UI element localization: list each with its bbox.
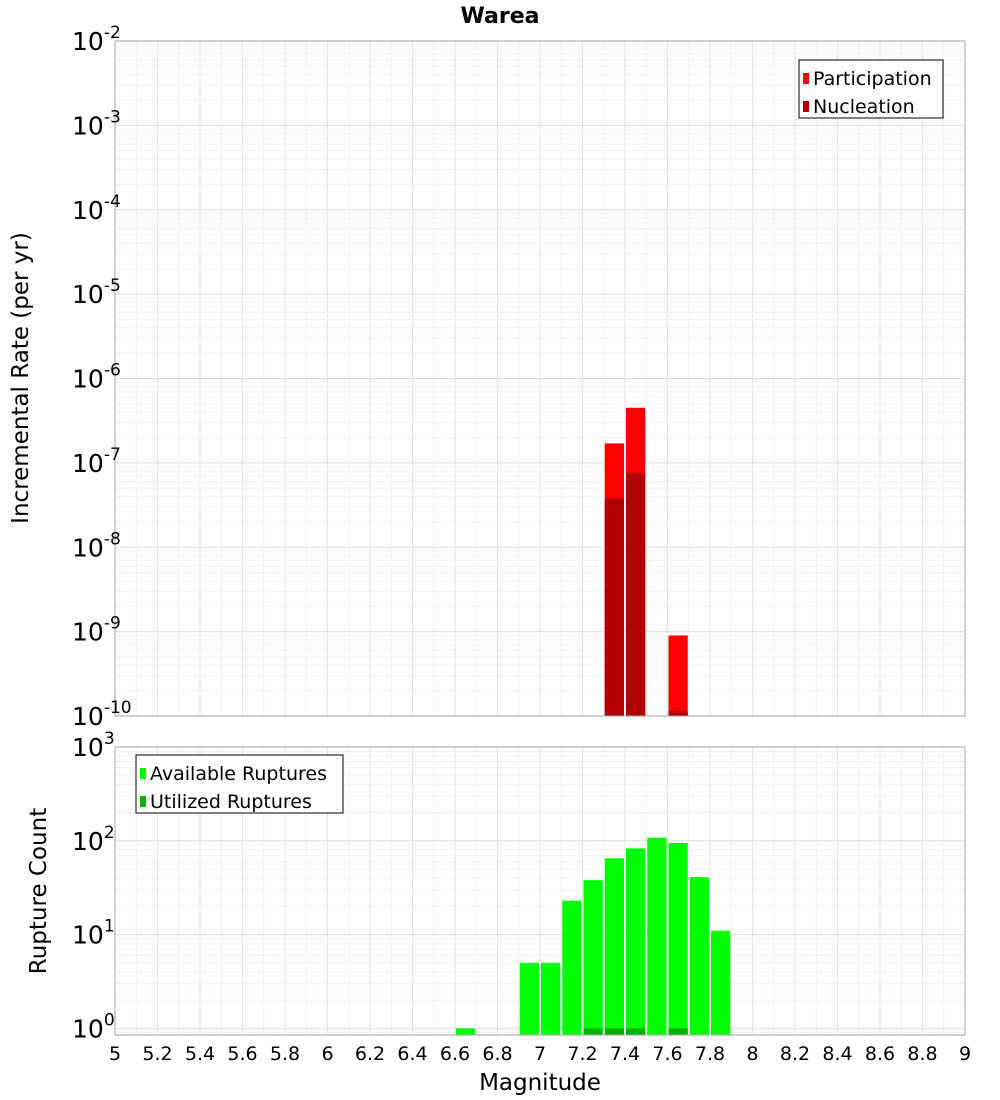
y-tick-label: 100 bbox=[72, 1010, 115, 1043]
legend-label: Available Ruptures bbox=[150, 763, 327, 785]
legend-label: Utilized Ruptures bbox=[150, 791, 312, 813]
participation-bar bbox=[668, 635, 688, 716]
utilized-ruptures-bar bbox=[668, 1028, 688, 1035]
x-tick-label: 5.6 bbox=[227, 1043, 257, 1065]
legend-label: Participation bbox=[813, 68, 932, 90]
available-ruptures-bar bbox=[668, 842, 688, 1035]
x-tick-label: 5 bbox=[109, 1043, 121, 1065]
x-tick-label: 7.4 bbox=[610, 1043, 640, 1065]
x-tick-label: 6.8 bbox=[482, 1043, 512, 1065]
legend-label: Nucleation bbox=[813, 96, 915, 118]
x-tick-label: 5.2 bbox=[142, 1043, 172, 1065]
utilized-ruptures-bar bbox=[583, 1028, 603, 1035]
legend-box bbox=[135, 754, 344, 814]
available-ruptures-bar bbox=[711, 930, 731, 1035]
y-tick-label: 103 bbox=[72, 729, 115, 762]
available-ruptures-bar bbox=[604, 858, 624, 1035]
available-ruptures-bar bbox=[626, 848, 646, 1035]
legend-swatch bbox=[803, 101, 809, 112]
rate-panel: 10-2 10-3 10-4 10-5 10-6 10-7 10-8 10-9 10-10 In… bbox=[8, 23, 966, 731]
y-tick-label: 10-5 bbox=[72, 276, 121, 309]
y-tick-label: 10-9 bbox=[72, 614, 121, 647]
available-ruptures-bar bbox=[541, 962, 561, 1035]
x-tick-label: 6.4 bbox=[397, 1043, 427, 1065]
x-tick-label: 8.2 bbox=[780, 1043, 810, 1065]
x-tick-label: 8.6 bbox=[865, 1043, 895, 1065]
available-ruptures-bar bbox=[647, 837, 667, 1035]
x-tick-labels: 5 5.2 5.4 5.6 5.8 6 6.2 6.4 6.6 6.8 7 7.2 7.4 7.6 7.8 8… bbox=[109, 1043, 971, 1065]
x-tick-label: 8.8 bbox=[907, 1043, 937, 1065]
x-tick-label: 8 bbox=[746, 1043, 758, 1065]
y-tick-label: 10-2 bbox=[72, 23, 121, 56]
available-ruptures-bar bbox=[519, 962, 539, 1035]
x-tick-label: 7.2 bbox=[567, 1043, 597, 1065]
x-tick-label: 6.2 bbox=[355, 1043, 385, 1065]
legend-box bbox=[798, 59, 944, 119]
count-legend: Available Ruptures Utilized Ruptures bbox=[135, 754, 344, 814]
y-tick-label: 10-3 bbox=[72, 107, 121, 140]
legend-swatch bbox=[803, 73, 809, 84]
chart-title: Warea bbox=[461, 4, 540, 29]
y-tick-label: 10-8 bbox=[72, 529, 121, 562]
x-tick-label: 6.6 bbox=[440, 1043, 470, 1065]
count-y-axis-label: Rupture Count bbox=[26, 808, 52, 974]
available-ruptures-bar bbox=[456, 1028, 476, 1035]
rate-y-axis-label: Incremental Rate (per yr) bbox=[8, 232, 34, 524]
x-tick-label: 6 bbox=[321, 1043, 333, 1065]
utilized-ruptures-bar bbox=[604, 1028, 624, 1035]
count-plot-border bbox=[114, 746, 966, 1036]
available-ruptures-bar bbox=[562, 900, 582, 1035]
x-tick-label: 5.8 bbox=[270, 1043, 300, 1065]
y-tick-label: 10-4 bbox=[72, 192, 121, 225]
rate-bars bbox=[604, 407, 688, 716]
available-ruptures-bar bbox=[583, 880, 603, 1035]
nucleation-bar bbox=[626, 473, 646, 716]
nucleation-bar bbox=[604, 498, 624, 716]
available-ruptures-bar bbox=[689, 877, 709, 1035]
x-tick-label: 8.4 bbox=[822, 1043, 852, 1065]
rate-grid bbox=[114, 40, 966, 717]
x-tick-label: 7.6 bbox=[652, 1043, 682, 1065]
count-bars bbox=[456, 837, 731, 1035]
x-tick-label: 7.8 bbox=[695, 1043, 725, 1065]
legend-swatch bbox=[140, 768, 146, 779]
x-tick-label: 5.4 bbox=[185, 1043, 215, 1065]
x-tick-label: 9 bbox=[959, 1043, 971, 1065]
utilized-ruptures-bar bbox=[626, 1028, 646, 1035]
y-tick-label: 101 bbox=[72, 917, 115, 950]
nucleation-bar bbox=[668, 710, 688, 716]
count-y-tick-labels: 103 102 101 100 bbox=[72, 729, 115, 1043]
count-panel: 103 102 101 100 5 5.2 5.4 5.6 5.8 6 6.2 6.4 6.6 6.8 7… bbox=[26, 729, 971, 1096]
x-tick-label: 7 bbox=[534, 1043, 546, 1065]
x-axis-label: Magnitude bbox=[479, 1070, 601, 1096]
rate-y-tick-labels: 10-2 10-3 10-4 10-5 10-6 10-7 10-8 10-9 10-10 bbox=[72, 23, 132, 731]
rate-plot-border bbox=[114, 40, 966, 717]
rate-legend: Participation Nucleation bbox=[798, 59, 944, 119]
legend-swatch bbox=[140, 796, 146, 807]
y-tick-label: 10-6 bbox=[72, 361, 121, 394]
y-tick-label: 10-7 bbox=[72, 445, 121, 478]
y-tick-label: 102 bbox=[72, 823, 115, 856]
y-tick-label: 10-10 bbox=[72, 698, 132, 731]
